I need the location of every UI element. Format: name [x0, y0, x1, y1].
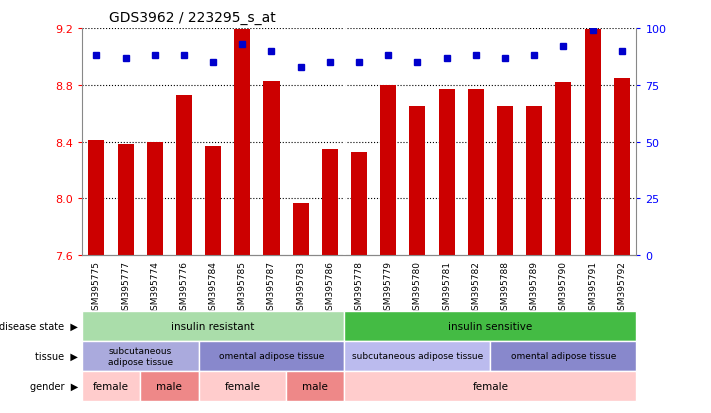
Text: omental adipose tissue: omental adipose tissue — [510, 351, 616, 361]
Bar — [117, 145, 134, 256]
Bar — [380, 85, 396, 256]
Bar — [293, 203, 309, 256]
Bar — [555, 83, 572, 256]
Bar — [264, 81, 279, 256]
Text: female: female — [472, 381, 508, 391]
Text: female: female — [224, 381, 260, 391]
Bar — [614, 78, 630, 256]
Bar — [439, 90, 454, 256]
Bar — [235, 30, 250, 256]
Text: gender  ▶: gender ▶ — [30, 381, 78, 391]
Text: subcutaneous adipose tissue: subcutaneous adipose tissue — [352, 351, 483, 361]
Bar — [322, 150, 338, 256]
Bar — [351, 152, 367, 256]
Text: female: female — [93, 381, 129, 391]
Bar — [526, 107, 542, 256]
Text: GDS3962 / 223295_s_at: GDS3962 / 223295_s_at — [109, 11, 277, 25]
Text: omental adipose tissue: omental adipose tissue — [219, 351, 324, 361]
Bar — [410, 107, 425, 256]
Bar — [497, 107, 513, 256]
Bar — [584, 30, 601, 256]
Text: male: male — [156, 381, 182, 391]
Bar — [468, 90, 483, 256]
Text: subcutaneous
adipose tissue: subcutaneous adipose tissue — [107, 347, 173, 366]
Bar — [146, 142, 163, 256]
Text: male: male — [302, 381, 328, 391]
Text: insulin sensitive: insulin sensitive — [448, 321, 533, 331]
Text: insulin resistant: insulin resistant — [171, 321, 255, 331]
Bar — [176, 95, 192, 256]
Text: tissue  ▶: tissue ▶ — [36, 351, 78, 361]
Text: disease state  ▶: disease state ▶ — [0, 321, 78, 331]
Bar — [205, 147, 221, 256]
Bar — [88, 141, 105, 256]
